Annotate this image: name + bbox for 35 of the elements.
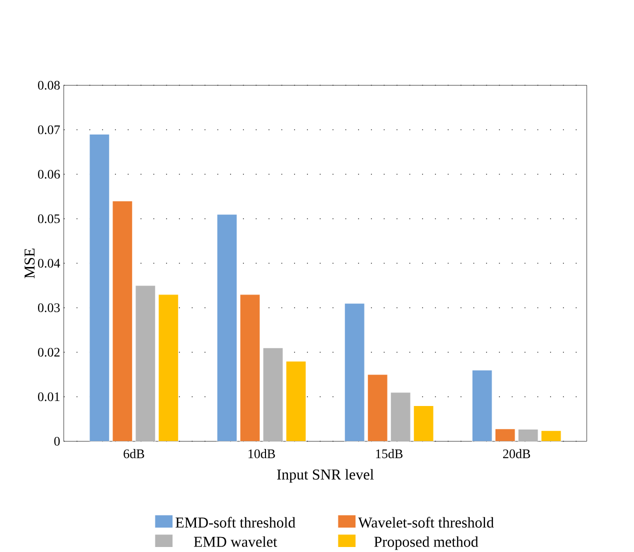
bar [240, 294, 260, 442]
bar [367, 374, 388, 442]
bar [89, 134, 110, 442]
bar [494, 428, 516, 442]
legend-label: Wavelet-soft threshold [358, 516, 494, 528]
y-axis-title: MSE [24, 248, 35, 278]
y-tick-label: 0.01 [38, 392, 60, 402]
x-tick-label: 10dB [248, 448, 275, 458]
bar [344, 302, 365, 442]
bar [540, 430, 562, 442]
y-tick-label: 0.03 [38, 303, 60, 312]
bar [135, 285, 156, 442]
bar [413, 405, 434, 442]
y-tick-label: 0 [54, 436, 60, 446]
bar [518, 428, 538, 442]
x-axis-title: Input SNR level [277, 468, 374, 483]
bar [262, 347, 284, 442]
legend-label: EMD-soft threshold [176, 516, 296, 528]
x-tick-label: 6dB [124, 448, 144, 458]
legend-label: EMD wavelet [194, 536, 278, 547]
y-tick-label: 0.04 [38, 258, 60, 268]
y-tick-label: 0.08 [38, 80, 60, 90]
bar [472, 370, 492, 442]
y-tick-label: 0.06 [38, 170, 60, 179]
bar [112, 200, 133, 442]
bar [216, 214, 238, 442]
legend-label: Proposed method [374, 536, 478, 550]
x-tick-label: 20dB [503, 448, 530, 458]
y-tick-label: 0.02 [38, 348, 60, 357]
y-tick-label: 0.05 [38, 214, 60, 224]
bar [158, 294, 179, 442]
bar [390, 392, 411, 442]
x-tick-label: 15dB [376, 448, 403, 458]
bar [286, 360, 306, 442]
y-tick-label: 0.07 [38, 125, 60, 134]
